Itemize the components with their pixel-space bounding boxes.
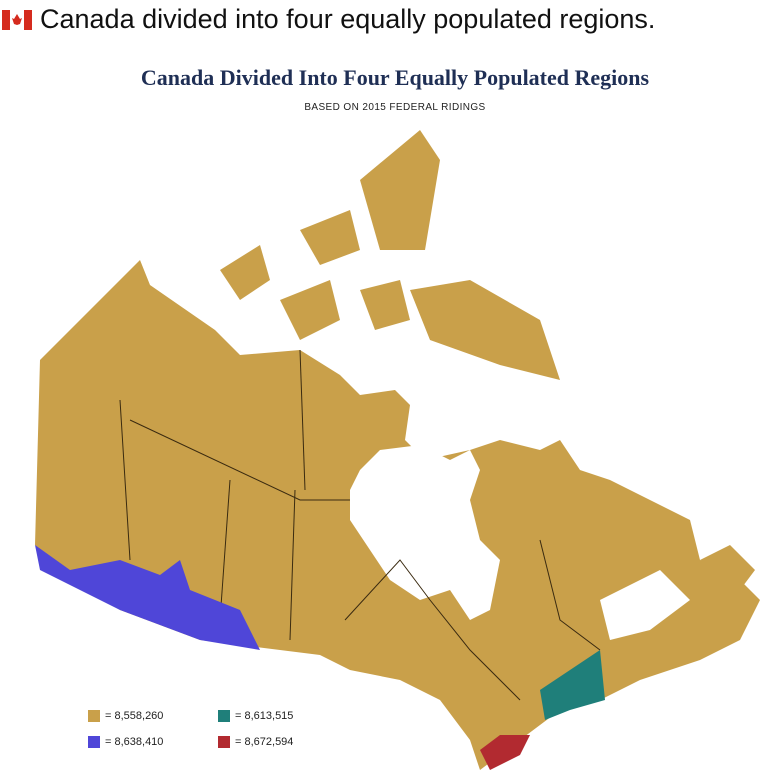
- island: [700, 545, 755, 590]
- legend-label: = 8,558,260: [105, 710, 163, 722]
- border: [344, 559, 521, 701]
- legend-label: = 8,672,594: [235, 736, 293, 748]
- legend: = 8,558,260 = 8,613,515 = 8,638,410 = 8,672…: [88, 710, 293, 748]
- region-teal: [540, 650, 605, 720]
- border: [299, 349, 306, 491]
- legend-swatch: [218, 736, 230, 748]
- border: [289, 489, 296, 641]
- border: [219, 479, 231, 621]
- flag-icon: [2, 10, 32, 30]
- border: [119, 399, 131, 561]
- island: [220, 245, 270, 300]
- map: [35, 130, 760, 770]
- map-title: Canada Divided Into Four Equally Populat…: [141, 65, 650, 90]
- legend-swatch: [88, 710, 100, 722]
- gulf: [600, 570, 690, 640]
- legend-label: = 8,613,515: [235, 710, 293, 722]
- post-caption: Canada divided into four equally populat…: [40, 4, 655, 34]
- region-red: [480, 735, 530, 770]
- legend-swatch: [218, 710, 230, 722]
- map-subtitle: BASED ON 2015 FEDERAL RIDINGS: [304, 102, 485, 113]
- legend-swatch: [88, 736, 100, 748]
- border: [129, 419, 350, 501]
- island: [410, 280, 560, 380]
- island: [360, 130, 440, 250]
- island: [300, 210, 360, 265]
- island: [360, 280, 410, 330]
- island: [280, 280, 340, 340]
- region-blue: [35, 545, 320, 660]
- border: [539, 539, 601, 651]
- hudson-bay: [350, 445, 500, 620]
- legend-label: = 8,638,410: [105, 736, 163, 748]
